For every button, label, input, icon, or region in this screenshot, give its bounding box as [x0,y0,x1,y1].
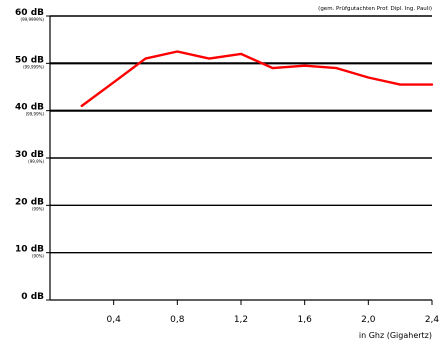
y-tick-label-0: 0 dB [21,292,44,302]
y-axis-ticks: 60 dB(99,9999%) 50 dB(99,999%) 40 dB(99,99… [15,8,50,302]
y-tick-sublabel-60: (99,9999%) [21,17,45,22]
y-tick-sublabel-20: (99%) [32,206,44,211]
x-tick-label-0: 0,4 [107,315,122,325]
x-tick-label-3: 1,6 [298,315,313,325]
y-tick-sublabel-10: (90%) [32,254,44,259]
source-note: (gem. Prüfgutachten Prof. Dipl. Ing. Pau… [318,6,432,12]
x-tick-label-1: 0,8 [170,315,185,325]
series-line-0 [80,50,434,108]
series-layer [80,50,434,108]
x-axis-ticks: 0,4 0,8 1,2 1,6 2,0 2,4 [107,300,439,325]
x-axis-label: in Ghz (Gigahertz) [359,331,432,340]
grid-lines [50,15,432,254]
y-tick-label-10: 10 dB [15,245,44,255]
y-tick-label-60: 60 dB [15,8,44,18]
x-tick-label-2: 1,2 [234,315,248,325]
y-tick-sublabel-50: (99,999%) [23,64,44,69]
y-tick-sublabel-30: (99,9%) [28,159,44,164]
y-tick-label-20: 20 dB [15,197,44,207]
y-tick-sublabel-40: (99,99%) [26,112,45,117]
y-tick-label-30: 30 dB [15,150,44,160]
y-tick-label-40: 40 dB [15,103,44,113]
x-tick-label-4: 2,0 [361,315,376,325]
y-tick-label-50: 50 dB [15,55,44,65]
x-tick-label-5: 2,4 [425,315,439,325]
